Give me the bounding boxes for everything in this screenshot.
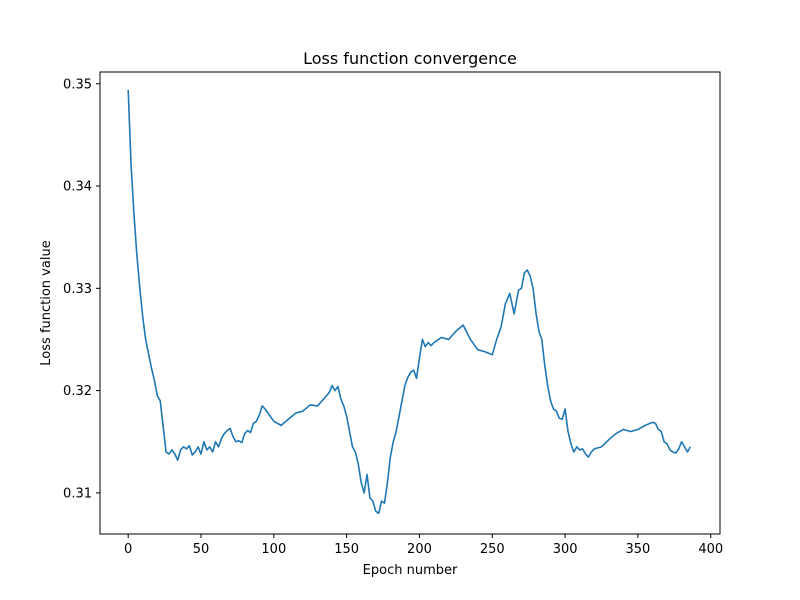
x-tick-label: 350 bbox=[626, 542, 651, 557]
chart-title: Loss function convergence bbox=[303, 49, 517, 68]
x-tick-label: 150 bbox=[334, 542, 359, 557]
x-tick-label: 400 bbox=[698, 542, 723, 557]
series-line-0 bbox=[127, 89, 692, 515]
y-tick-label: 0.35 bbox=[63, 77, 92, 92]
y-axis-ticks: 0.31 0.32 0.33 0.34 0.35 bbox=[63, 77, 100, 501]
x-axis-ticks: 0 50 100 150 200 250 300 350 400 bbox=[124, 534, 723, 557]
x-tick-label: 250 bbox=[480, 542, 505, 557]
plot-area bbox=[127, 89, 692, 515]
x-tick-label: 0 bbox=[124, 542, 132, 557]
y-tick-label: 0.31 bbox=[63, 486, 92, 501]
x-tick-label: 100 bbox=[261, 542, 286, 557]
x-tick-label: 200 bbox=[407, 542, 432, 557]
x-tick-label: 50 bbox=[193, 542, 210, 557]
y-tick-label: 0.34 bbox=[63, 180, 92, 195]
y-tick-label: 0.32 bbox=[63, 384, 92, 399]
plot-frame bbox=[99, 71, 721, 535]
x-axis-label: Epoch number bbox=[363, 563, 458, 578]
y-axis-label: Loss function value bbox=[39, 240, 54, 365]
x-tick-label: 300 bbox=[553, 542, 578, 557]
y-tick-label: 0.33 bbox=[63, 282, 92, 297]
